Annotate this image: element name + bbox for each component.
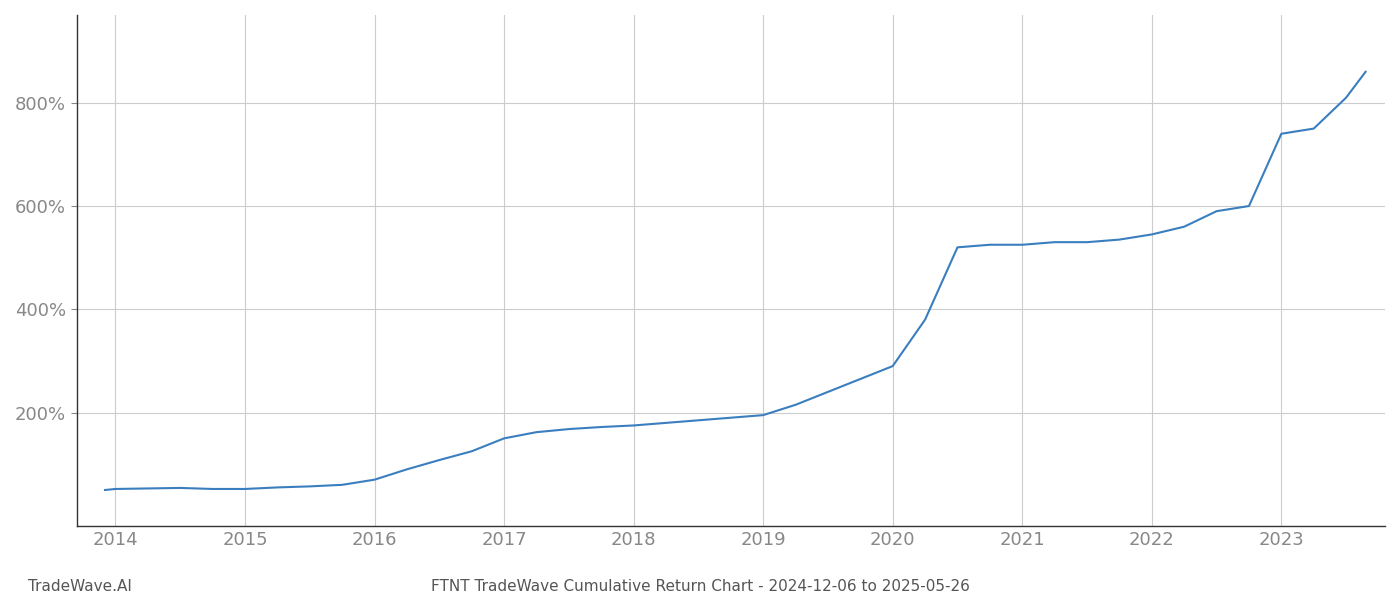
Text: FTNT TradeWave Cumulative Return Chart - 2024-12-06 to 2025-05-26: FTNT TradeWave Cumulative Return Chart -… xyxy=(431,579,969,594)
Text: TradeWave.AI: TradeWave.AI xyxy=(28,579,132,594)
